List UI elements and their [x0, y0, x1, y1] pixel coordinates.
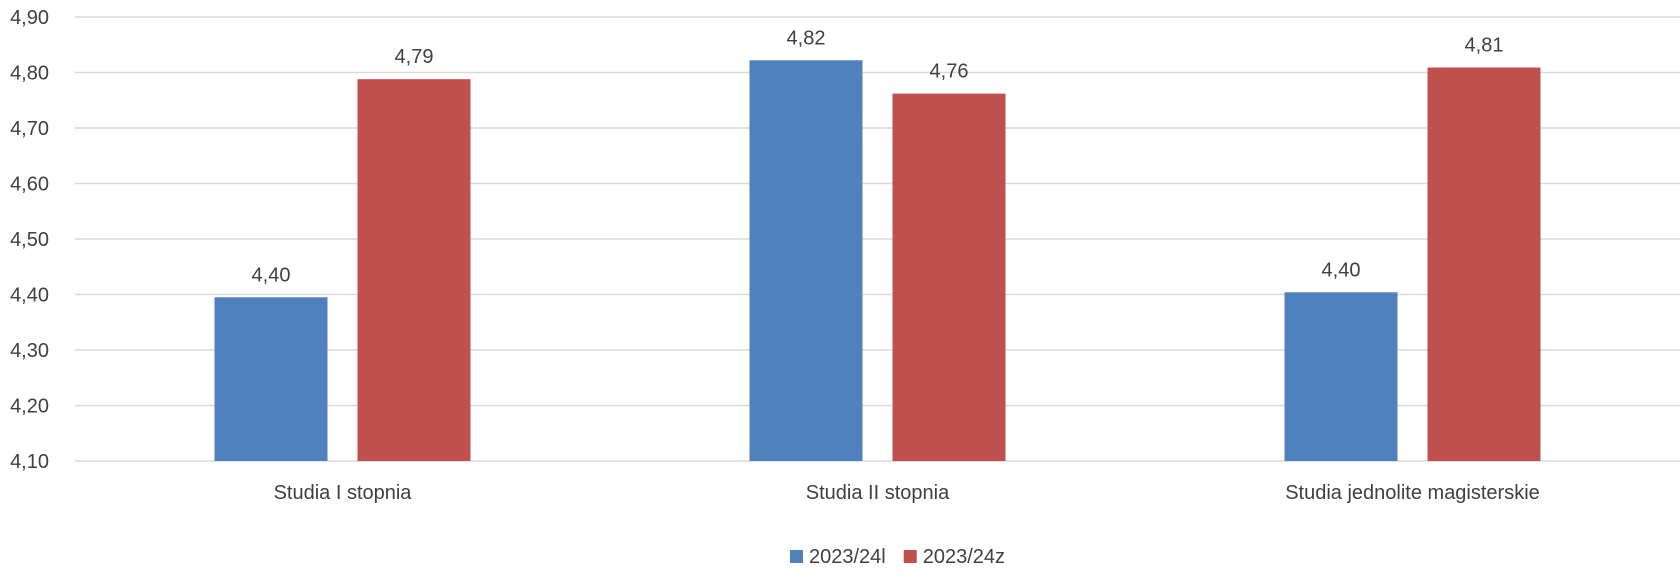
y-tick-label: 4,90 — [10, 7, 49, 29]
x-category-label: Studia I stopnia — [274, 482, 413, 504]
bar-2023-24z — [1427, 67, 1541, 461]
legend-item: 2023/24l — [789, 546, 886, 568]
y-tick-label: 4,70 — [10, 118, 49, 140]
legend-item: 2023/24z — [903, 546, 1005, 568]
legend-label: 2023/24l — [809, 546, 886, 568]
data-label: 4,40 — [252, 264, 291, 286]
x-axis-category-labels: Studia I stopnia Studia II stopnia Studia … — [274, 482, 1540, 504]
data-label: 4,82 — [787, 27, 826, 49]
gridlines — [75, 16, 1680, 462]
bar-2023-24l — [214, 297, 328, 461]
legend: 2023/24l 2023/24z — [789, 546, 1005, 568]
y-tick-label: 4,60 — [10, 174, 49, 196]
legend-swatch — [903, 550, 917, 563]
data-label: 4,79 — [395, 46, 434, 68]
bar-2023-24z — [357, 79, 471, 461]
y-tick-label: 4,20 — [10, 396, 49, 418]
bars — [214, 60, 1541, 461]
bar-2023-24l — [1284, 292, 1398, 461]
y-tick-label: 4,50 — [10, 229, 49, 251]
x-category-label: Studia II stopnia — [806, 482, 950, 504]
data-label: 4,40 — [1322, 259, 1361, 281]
legend-label: 2023/24z — [923, 546, 1005, 568]
y-tick-label: 4,30 — [10, 340, 49, 362]
x-category-label: Studia jednolite magisterskie — [1285, 482, 1540, 504]
y-axis-tick-labels: 4,10 4,20 4,30 4,40 4,50 4,60 4,70 4,80 4,90 — [10, 7, 49, 473]
legend-swatch — [789, 550, 803, 563]
y-tick-label: 4,40 — [10, 285, 49, 307]
y-tick-label: 4,10 — [10, 451, 49, 473]
y-tick-label: 4,80 — [10, 63, 49, 85]
data-label: 4,81 — [1465, 35, 1504, 57]
data-label: 4,76 — [930, 61, 969, 83]
bar-2023-24z — [892, 93, 1006, 461]
data-labels: 4,40 4,79 4,82 4,76 4,40 4,81 — [252, 27, 1504, 286]
bar-2023-24l — [749, 60, 863, 461]
